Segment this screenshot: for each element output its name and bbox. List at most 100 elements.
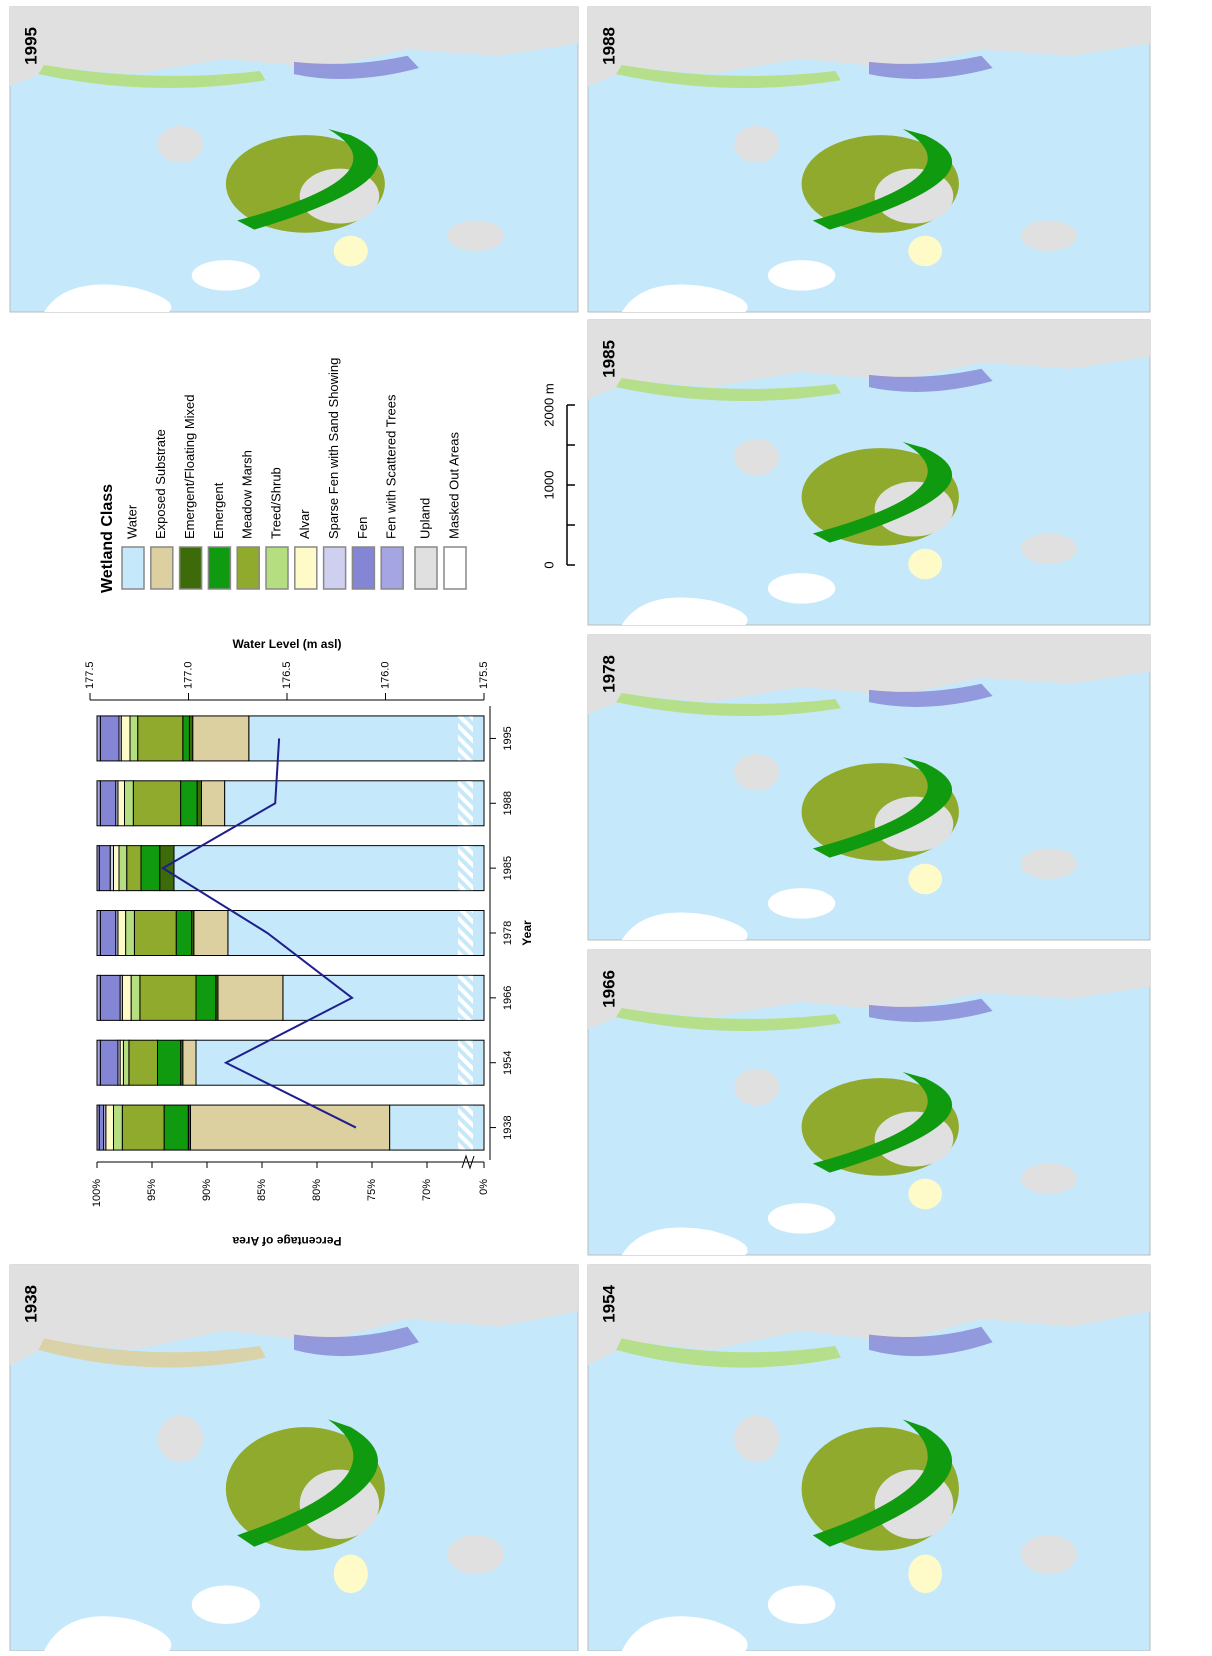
legend-swatch (180, 547, 202, 589)
legend-label: Treed/Shrub (268, 467, 283, 539)
y-tick-label: 95% (146, 1179, 158, 1201)
axis-break-band (458, 1041, 473, 1085)
bar-segment (123, 1040, 128, 1085)
map-alvar (908, 236, 942, 267)
bar-segment (131, 975, 140, 1020)
map-title: 1995 (21, 27, 40, 65)
bar-segment (138, 716, 183, 761)
legend-swatch (444, 547, 466, 589)
map-alvar (334, 236, 368, 267)
bar-segment (158, 1040, 181, 1085)
legend-swatch (237, 547, 259, 589)
bar-segment (174, 846, 484, 891)
bar-segment (118, 781, 125, 826)
bar-segment (181, 781, 198, 826)
bar-segment (197, 781, 201, 826)
bar-segment (97, 1105, 99, 1150)
legend-label: Masked Out Areas (446, 432, 461, 539)
axis-break (462, 1156, 474, 1168)
bar-segment (225, 781, 484, 826)
bar-segment (134, 911, 176, 956)
bar-segment (97, 975, 100, 1020)
bar-segment (122, 975, 131, 1020)
legend-swatch (151, 547, 173, 589)
bar-segment (97, 846, 99, 891)
bar-segment (99, 846, 110, 891)
axis-break-band (458, 911, 473, 955)
rotated-figure: 1938195419661978198519881995193819541966… (10, 7, 1150, 1651)
bar-segment (100, 911, 115, 956)
map-alvar (908, 549, 942, 580)
bar-segment (114, 846, 120, 891)
map-title: 1988 (599, 27, 618, 65)
legend-label: Exposed Substrate (153, 429, 168, 539)
map-island (158, 1416, 203, 1462)
legend-label: Sparse Fen with Sand Showing (326, 358, 341, 539)
map-island (1021, 1535, 1077, 1574)
y2-tick-label: 175.5 (478, 661, 490, 689)
y2-axis-title: Water Level (m asl) (233, 637, 342, 651)
map-island (734, 1416, 779, 1462)
bar-segment (122, 1105, 164, 1150)
map-alvar (908, 1179, 942, 1210)
map-panel: 1988 (588, 7, 1150, 312)
axis-break-band (458, 976, 473, 1020)
x-tick-label: 1985 (502, 856, 514, 880)
axis-break-band (458, 846, 473, 890)
legend-swatch (324, 547, 346, 589)
map-panel: 1966 (588, 950, 1150, 1255)
legend-title: Wetland Class (99, 484, 116, 593)
scale-label: 2000 m (541, 383, 556, 426)
legend-swatch (295, 547, 317, 589)
legend-label: Meadow Marsh (240, 450, 255, 539)
bar-segment (114, 1105, 123, 1150)
bar-segment (127, 846, 141, 891)
map-title: 1938 (21, 1285, 40, 1323)
bar-segment (133, 781, 180, 826)
y2-tick-label: 177.0 (182, 661, 194, 689)
bar-segment (125, 781, 134, 826)
map-island (734, 439, 779, 476)
bar-segment (97, 1040, 100, 1085)
bar-segment (140, 975, 196, 1020)
x-tick-label: 1938 (502, 1115, 514, 1139)
map-masked (192, 1585, 260, 1624)
axis-break-band (458, 1106, 473, 1150)
bar-segment (100, 716, 119, 761)
map-island (158, 126, 203, 163)
map-masked (768, 1203, 835, 1234)
page: {"maps":[{"title":"1938"},{"title":"1954… (0, 0, 1212, 1656)
bar-segment (164, 1105, 188, 1150)
bar-segment (194, 911, 228, 956)
map-alvar (908, 864, 942, 895)
map-island (1021, 534, 1077, 565)
map-island (1021, 1164, 1077, 1195)
legend-label: Emergent (211, 482, 226, 539)
bar-segment (100, 781, 115, 826)
bar-segment (99, 1105, 103, 1150)
legend-label: Alvar (297, 509, 312, 539)
x-tick-label: 1988 (502, 791, 514, 815)
bar-segment (97, 716, 100, 761)
scale-label: 1000 (541, 471, 556, 500)
bar-segment (183, 716, 190, 761)
y2-tick-label: 176.5 (281, 661, 293, 689)
legend-swatch (208, 547, 230, 589)
bar-segment (129, 1040, 158, 1085)
map-title: 1978 (599, 655, 618, 693)
bar-segment (202, 781, 225, 826)
map-title: 1954 (599, 1284, 618, 1322)
legend-label: Water (124, 504, 139, 539)
figure: 1938195419661978198519881995193819541966… (0, 0, 1212, 1651)
map-masked (768, 260, 835, 291)
map-panel: 1938 (10, 1265, 578, 1651)
y2-tick-label: 177.5 (84, 661, 96, 689)
x-tick-label: 1995 (502, 726, 514, 750)
map-panel: 1995 (10, 7, 578, 312)
legend-swatch (352, 547, 374, 589)
map-island (734, 754, 779, 791)
x-tick-label: 1966 (502, 986, 514, 1010)
y-tick-label: 70% (421, 1179, 433, 1201)
map-island (447, 221, 504, 252)
bar-segment (106, 1105, 114, 1150)
